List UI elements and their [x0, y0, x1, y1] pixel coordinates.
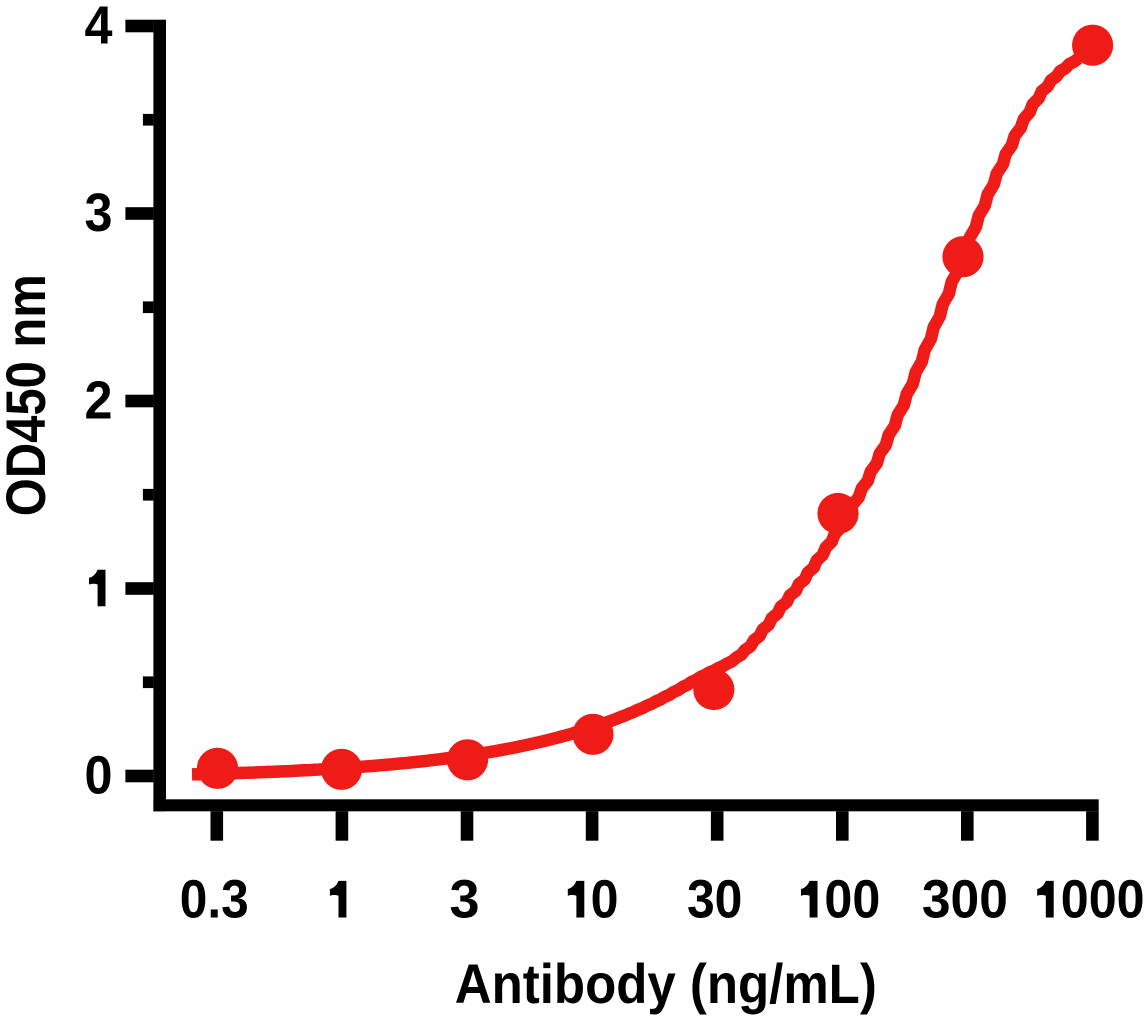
- svg-text:4: 4: [85, 0, 113, 56]
- svg-text:Antibody (ng/mL): Antibody (ng/mL): [455, 953, 877, 1015]
- svg-text:0: 0: [85, 746, 113, 806]
- svg-text:0: 0: [591, 870, 619, 930]
- svg-text:OD450 nm: OD450 nm: [0, 274, 57, 516]
- svg-text:2: 2: [85, 371, 113, 431]
- svg-text:000: 000: [1061, 870, 1145, 930]
- svg-text:30: 30: [687, 870, 743, 930]
- svg-text:0.3: 0.3: [180, 870, 249, 930]
- svg-text:00: 00: [824, 870, 880, 930]
- svg-text:300: 300: [922, 870, 1008, 930]
- svg-text:3: 3: [85, 183, 113, 243]
- svg-text:3: 3: [449, 870, 479, 930]
